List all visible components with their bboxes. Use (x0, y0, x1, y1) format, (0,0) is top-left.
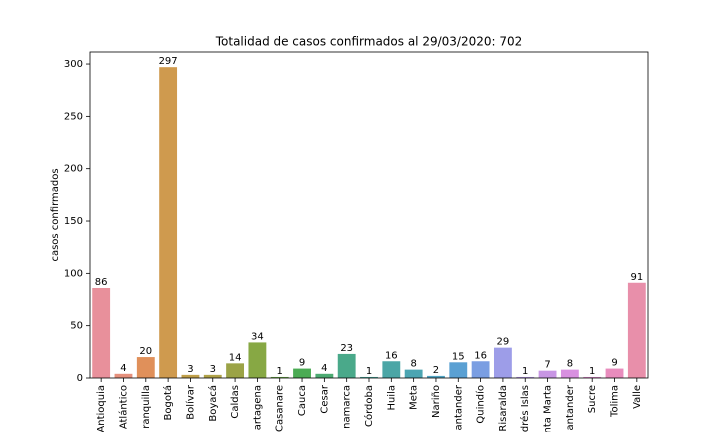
value-label: 1 (366, 366, 372, 377)
x-tick-label: namarca (342, 385, 353, 429)
value-label: 1 (522, 366, 528, 377)
y-tick-label: 100 (64, 268, 83, 279)
value-label: 91 (630, 272, 643, 283)
y-tick-label: 150 (64, 216, 83, 227)
x-tick-label: Antioquia (96, 385, 107, 432)
bar (92, 287, 111, 378)
x-tick-label: antander (565, 384, 576, 430)
x-tick-label: Risaralda (498, 385, 509, 432)
value-label: 9 (299, 358, 305, 369)
x-tick-label: Bolívar (184, 384, 196, 420)
value-label: 23 (340, 343, 353, 354)
bar (360, 376, 378, 378)
x-tick-label: Cesar (319, 384, 330, 413)
x-tick-label: Sucre (587, 385, 598, 413)
x-tick-label: Quindío (475, 385, 487, 424)
bar (248, 342, 267, 378)
value-label: 3 (187, 364, 193, 375)
x-tick-label: Tolima (610, 385, 621, 418)
bar (226, 363, 245, 378)
x-tick-label: antander (453, 384, 464, 430)
bar (427, 375, 445, 378)
value-label: 20 (139, 346, 152, 357)
x-tick-label: Caldas (230, 385, 241, 419)
value-label: 29 (497, 337, 510, 348)
x-tick-label: nta Marta (543, 385, 554, 432)
bar (293, 368, 311, 378)
x-tick-label: Atlántico (117, 385, 129, 429)
x-tick-label: Valle (632, 385, 643, 409)
bar (203, 374, 222, 378)
value-label: 2 (433, 365, 439, 376)
value-label: 16 (474, 350, 487, 361)
value-label: 16 (385, 350, 398, 361)
x-tick-label: Meta (409, 385, 420, 410)
value-label: 14 (229, 352, 242, 363)
y-tick-label: 300 (64, 59, 83, 70)
value-label: 3 (210, 364, 216, 375)
x-tick-label: Nariño (431, 385, 442, 418)
y-tick-label: 250 (64, 111, 83, 122)
bar (114, 373, 133, 378)
bar (560, 369, 579, 378)
bar (382, 361, 401, 378)
x-tick-label: artagena (252, 385, 263, 430)
bar (337, 353, 356, 378)
x-tick-label: Boyacá (207, 385, 219, 422)
x-tick-label: drés Islas (519, 385, 531, 432)
value-label: 4 (321, 363, 327, 374)
bar (627, 282, 646, 378)
value-label: 1 (589, 366, 595, 377)
x-tick-label: Casanare (275, 385, 286, 432)
value-label: 4 (120, 363, 126, 374)
x-tick-label: ranquilla (141, 385, 152, 429)
value-label: 297 (159, 56, 178, 67)
bar (538, 370, 557, 378)
bar (404, 369, 423, 378)
x-tick-label: Cauca (297, 385, 308, 416)
value-label: 15 (452, 351, 465, 362)
value-label: 8 (410, 359, 416, 370)
value-label: 8 (567, 359, 573, 370)
bar (449, 362, 468, 378)
value-label: 9 (611, 358, 617, 369)
x-tick-label: Córdoba (363, 385, 375, 427)
x-tick-label: Bogotá (162, 385, 174, 421)
value-label: 7 (544, 360, 550, 371)
y-tick-label: 0 (77, 373, 83, 384)
plot-frame (89, 51, 649, 379)
value-label: 34 (251, 331, 264, 342)
bar (605, 368, 624, 378)
bar (516, 376, 535, 378)
bar (136, 357, 155, 378)
value-label: 1 (277, 366, 283, 377)
bar (270, 376, 289, 378)
y-tick-label: 50 (70, 321, 83, 332)
y-axis-label: casos confirmados (50, 168, 61, 261)
y-tick-label: 200 (64, 164, 83, 175)
bar (181, 374, 200, 378)
bar (583, 376, 602, 378)
bar (315, 373, 334, 378)
bar (159, 67, 178, 378)
value-label: 86 (95, 277, 108, 288)
chart-title: Totalidad de casos confirmados al 29/03/… (215, 35, 523, 49)
x-tick-label: Huila (386, 385, 397, 411)
bar (471, 361, 490, 378)
bar (493, 347, 512, 378)
